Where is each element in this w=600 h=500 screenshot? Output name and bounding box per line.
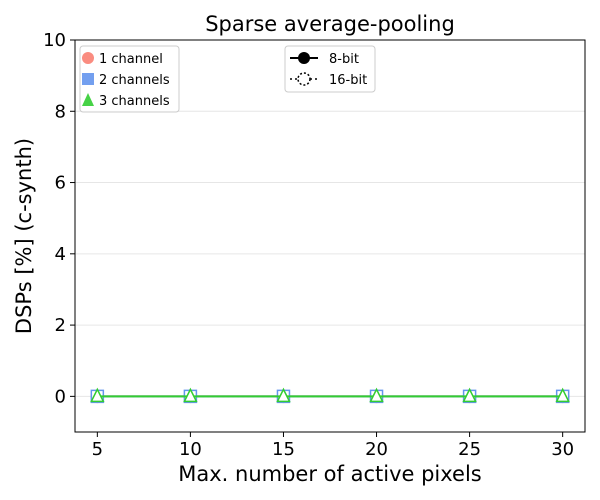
legend-triangle-marker (82, 93, 94, 106)
legend-channel-1-label: 1 channel (99, 52, 163, 67)
x-axis-title: Max. number of active pixels (178, 462, 481, 486)
series-layer (90, 387, 570, 404)
plot-title: Sparse average-pooling (205, 12, 455, 36)
legend-bits: 8-bit 16-bit (284, 45, 376, 93)
y-tick-label: 8 (55, 101, 66, 122)
x-tick-label: 15 (272, 439, 295, 460)
plot-frame (74, 39, 586, 433)
data-point (369, 387, 384, 403)
x-tick-label: 5 (92, 439, 103, 460)
legend-channels: 1 channel 2 channels 3 channels (79, 45, 180, 113)
y-tick-label: 0 (55, 386, 66, 407)
x-tick-label: 20 (365, 439, 388, 460)
legend-square-marker (82, 73, 94, 85)
y-tick-label: 4 (55, 244, 66, 265)
data-point (183, 387, 198, 403)
axes: 0 2 4 6 8 10 5 10 15 20 25 30 (43, 30, 574, 460)
y-tick-label: 6 (55, 173, 66, 194)
y-axis-title: DSPs [%] (c-synth) (12, 138, 36, 334)
legend-circle-marker (82, 52, 94, 64)
legend-channel-3-label: 3 channels (99, 94, 170, 109)
legend-16bit-label: 16-bit (329, 73, 367, 88)
y-tick-label: 2 (55, 315, 66, 336)
legend-8bit-label: 8-bit (329, 52, 359, 67)
data-point (462, 387, 477, 403)
legend-hollow-marker (297, 72, 311, 86)
x-tick-label: 25 (458, 439, 481, 460)
data-point (276, 387, 291, 403)
data-point (90, 387, 105, 403)
y-tick-label: 10 (43, 30, 66, 51)
legend-channel-2-label: 2 channels (99, 73, 170, 88)
x-tick-label: 10 (179, 439, 202, 460)
legend-channels-frame (79, 45, 180, 113)
data-point (555, 387, 570, 403)
legend-solid-marker (298, 52, 310, 64)
x-tick-label: 30 (551, 439, 574, 460)
